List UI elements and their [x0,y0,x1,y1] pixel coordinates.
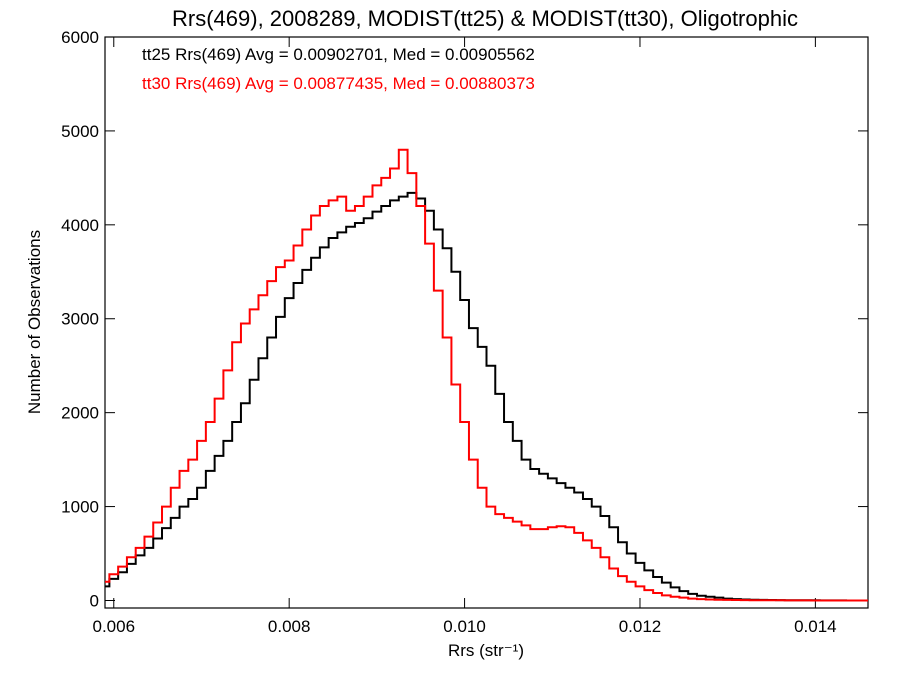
x-tick-label: 0.010 [443,617,486,636]
y-tick-label: 4000 [61,216,99,235]
y-tick-label: 5000 [61,122,99,141]
y-axis-ticks: 0 1000 2000 3000 4000 5000 6000 [61,28,868,610]
y-tick-label: 0 [90,591,99,610]
series-lines [105,148,868,602]
x-axis-ticks: 0.006 0.008 0.010 0.012 0.014 [92,37,837,636]
legend-entry-tt25: tt25 Rrs(469) Avg = 0.00902701, Med = 0.… [142,45,535,64]
legend-entry-tt30: tt30 Rrs(469) Avg = 0.00877435, Med = 0.… [142,74,535,93]
chart-title: Rrs(469), 2008289, MODIST(tt25) & MODIST… [172,6,798,31]
series-line-tt30 [105,148,868,602]
y-tick-label: 2000 [61,404,99,423]
x-tick-label: 0.006 [92,617,135,636]
x-tick-label: 0.014 [794,617,837,636]
plot-frame [104,36,869,609]
x-axis-label: Rrs (str⁻¹) [448,641,524,660]
x-tick-label: 0.012 [619,617,662,636]
series-line-tt25 [105,191,868,602]
y-tick-label: 6000 [61,28,99,47]
x-tick-label: 0.008 [268,617,311,636]
y-axis-label: Number of Observations [25,230,44,414]
y-tick-label: 1000 [61,498,99,517]
y-tick-label: 3000 [61,310,99,329]
